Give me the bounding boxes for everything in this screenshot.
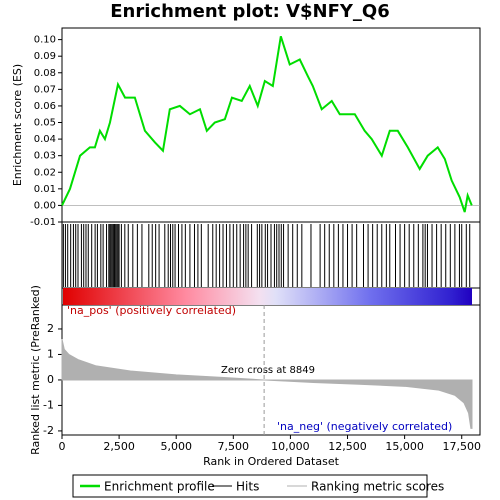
y2-axis-label: Ranked list metric (PreRanked) xyxy=(29,285,42,455)
neg-label: 'na_neg' (negatively correlated) xyxy=(277,420,452,433)
y-tick-label: 0.02 xyxy=(34,167,56,178)
x-tick-label: 5,000 xyxy=(160,440,192,453)
y-tick-label: 0.01 xyxy=(34,184,56,195)
x-tick-label: 2,500 xyxy=(103,440,135,453)
enrichment-line xyxy=(61,35,473,213)
y-tick-label: 0.09 xyxy=(34,51,56,62)
y2-tick-label: 1 xyxy=(47,347,54,360)
y-tick-label: 0.05 xyxy=(34,118,56,129)
x-tick-label: 12,500 xyxy=(328,440,367,453)
x-tick-label: 7,500 xyxy=(218,440,250,453)
zero-cross-label: Zero cross at 8849 xyxy=(221,365,315,376)
legend xyxy=(72,474,428,498)
x-tick-label: 15,000 xyxy=(385,440,424,453)
y2-tick-label: -2 xyxy=(43,424,54,437)
x-tick-label: 10,000 xyxy=(271,440,310,453)
y-tick-label: 0.10 xyxy=(34,35,56,46)
chart-title: Enrichment plot: V$NFY_Q6 xyxy=(110,1,389,22)
y-tick-label: 0.04 xyxy=(34,134,56,145)
y2-tick-label: -1 xyxy=(43,398,54,411)
x-tick-label: 17,500 xyxy=(442,440,481,453)
y-tick-label: 0.00 xyxy=(34,200,56,211)
legend-label: Hits xyxy=(236,480,259,494)
y-tick-label: 0.03 xyxy=(34,151,56,162)
y-tick-label: 0.06 xyxy=(34,101,56,112)
x-axis-label: Rank in Ordered Dataset xyxy=(203,455,340,468)
plot-frame xyxy=(61,27,481,436)
y-tick-label: 0.08 xyxy=(34,68,56,79)
pos-label: 'na_pos' (positively correlated) xyxy=(67,304,236,317)
y2-tick-label: 0 xyxy=(47,373,54,386)
y2-tick-label: 2 xyxy=(47,322,54,335)
rank-color-bar xyxy=(63,288,472,305)
y-tick-label: -0.01 xyxy=(30,217,56,228)
legend-label: Ranking metric scores xyxy=(311,480,444,494)
y-axis-label: Enrichment score (ES) xyxy=(11,64,24,186)
y-tick-label: 0.07 xyxy=(34,84,56,95)
legend-label: Enrichment profile xyxy=(104,480,215,494)
x-tick-label: 0 xyxy=(59,440,66,453)
ranked-metric-area xyxy=(61,339,473,429)
